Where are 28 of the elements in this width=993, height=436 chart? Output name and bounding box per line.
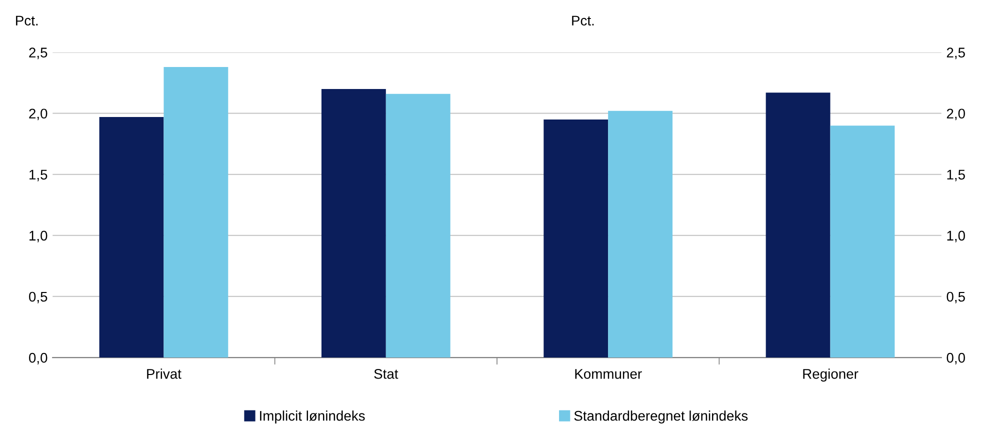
y-tick-label: 2,0 xyxy=(29,108,48,120)
y2-tick-label: 1,5 xyxy=(947,170,965,182)
y2-tick-label: 2,0 xyxy=(946,108,965,120)
x-tick-label: Stat xyxy=(374,369,398,379)
y-tick-label: 2,5 xyxy=(29,48,48,60)
legend-label: Standardberegnet lønindeks xyxy=(574,410,748,424)
y2-tick-label: 2,5 xyxy=(946,48,965,60)
y2-axis-title: Pct. xyxy=(572,16,594,26)
y2-tick-label: 0,5 xyxy=(946,292,965,304)
x-tick-label: Privat xyxy=(147,368,182,379)
y2-tick-label: 1,0 xyxy=(947,230,965,242)
y-tick-label: 1,0 xyxy=(30,230,48,242)
y-tick-label: 0,5 xyxy=(29,292,48,304)
bar xyxy=(99,117,164,358)
bar xyxy=(544,119,608,358)
bar xyxy=(608,110,673,358)
y-tick-label: 0,0 xyxy=(29,352,48,364)
bar xyxy=(766,92,830,358)
bar xyxy=(321,88,386,358)
bar xyxy=(164,66,228,358)
x-tick-label: Regioner xyxy=(803,368,858,382)
legend-label: Implicit lønindeks xyxy=(260,410,365,424)
y2-tick-label: 0,0 xyxy=(946,352,965,364)
x-tick-label: Kommuner xyxy=(575,369,642,379)
y-axis-title: Pct. xyxy=(16,16,38,26)
bar xyxy=(830,126,895,358)
bar xyxy=(386,94,450,358)
y-tick-label: 1,5 xyxy=(30,170,48,182)
